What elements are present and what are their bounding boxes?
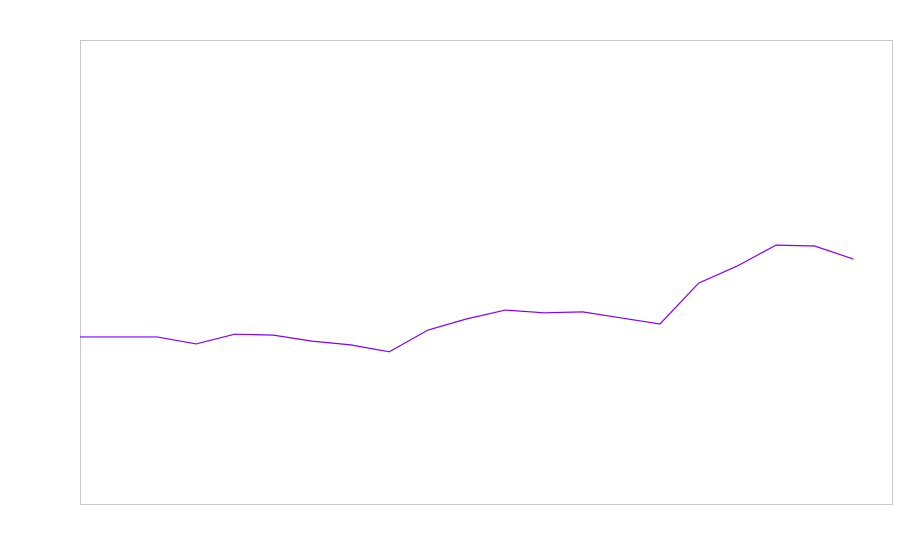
- plot-frame: [80, 40, 893, 505]
- series-line: [80, 244, 854, 353]
